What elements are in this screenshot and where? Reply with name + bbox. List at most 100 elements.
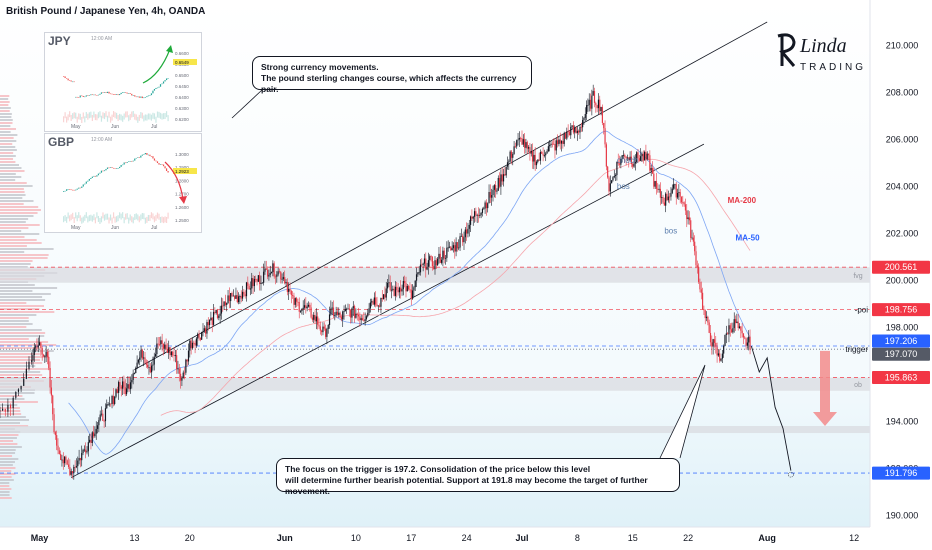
profile-bar [0,392,35,394]
inset-volume [78,113,80,120]
candle [603,122,605,129]
profile-bar [0,188,24,190]
inset-candle [141,154,143,156]
annotation-4: MA-50 [736,233,761,242]
candle [230,292,232,302]
candle [114,396,116,405]
candle [110,403,112,405]
candle [584,113,586,118]
profile-bar [0,422,20,424]
inset-candle [75,96,77,98]
inset-volume [164,112,166,119]
bearish-arrow-icon [813,350,837,426]
candle [691,237,693,239]
inset-volume [105,213,107,220]
candle [195,338,198,346]
profile-bar [0,362,43,364]
candle [655,181,658,189]
candle [675,184,677,198]
candle [563,133,565,144]
inset-candle [153,88,156,91]
inset-candle [159,84,162,87]
profile-bar [0,467,16,469]
inset-volume [96,212,98,219]
x-tick-label: Aug [758,533,776,543]
inset-volume [73,112,75,119]
candle [521,138,523,145]
candle [575,127,577,134]
inset-volume [64,215,66,222]
candle [500,174,502,187]
inset-candle [156,87,159,89]
candle [199,337,201,340]
candle [651,168,654,174]
inset-candle [146,96,148,98]
profile-bar [0,332,46,334]
candle [284,277,286,284]
inset-candle [116,168,118,169]
candle [599,99,601,112]
candle [592,91,594,96]
candle [335,311,337,316]
candle [471,216,473,219]
inset-volume [143,213,145,220]
inset-volume [109,116,112,123]
inset-y-tick: 1.2600 [175,205,189,210]
profile-bar [0,155,16,157]
x-tick-label: 12 [849,533,859,543]
inset-candle [123,92,125,93]
inset-candle [94,94,96,96]
inset-candle [69,80,71,81]
inset-candle [76,96,78,98]
profile-bar [0,191,25,193]
y-tick-label: 210.000 [886,40,919,50]
callout-top-line2: The pound sterling changes course, which… [261,73,517,94]
candle [636,152,638,162]
candle [529,147,531,154]
level-price-label: 198.756 [885,305,918,315]
inset-candle [153,158,156,161]
profile-bar [0,149,17,151]
inset-volume [97,112,100,119]
profile-bar [0,236,25,238]
candle [12,397,14,409]
candle [46,352,49,357]
candle [216,310,219,318]
candle [60,453,62,460]
inset-candle [159,164,162,165]
candle [170,351,172,356]
candle [37,345,39,348]
inset-candle [143,154,145,155]
candle [249,288,252,290]
candle [89,439,91,443]
profile-bar [0,212,38,214]
profile-bar [0,440,14,442]
inset-volume [81,217,83,224]
candle [347,308,349,310]
inset-volume [158,111,160,118]
candle [409,289,411,291]
candle [342,311,344,320]
level-price-tag [872,371,930,385]
inset-volume [82,112,84,119]
candle [525,142,527,148]
candle [152,364,154,366]
level-price-label: 200.561 [885,262,918,272]
inset-volume [69,215,71,222]
candle [179,373,182,381]
profile-bar [0,491,10,493]
candle [82,449,84,454]
inset-volume [63,116,65,123]
candle [15,391,17,398]
candle [50,387,53,396]
profile-bar [0,113,12,115]
y-tick-label: 206.000 [886,134,919,144]
inset-volume [75,212,77,219]
candle [487,203,489,209]
candle [600,106,602,112]
candle [676,192,679,198]
inset-volume [141,112,143,119]
candle [527,147,530,149]
profile-bar [0,368,51,370]
inset-candle [149,154,151,157]
